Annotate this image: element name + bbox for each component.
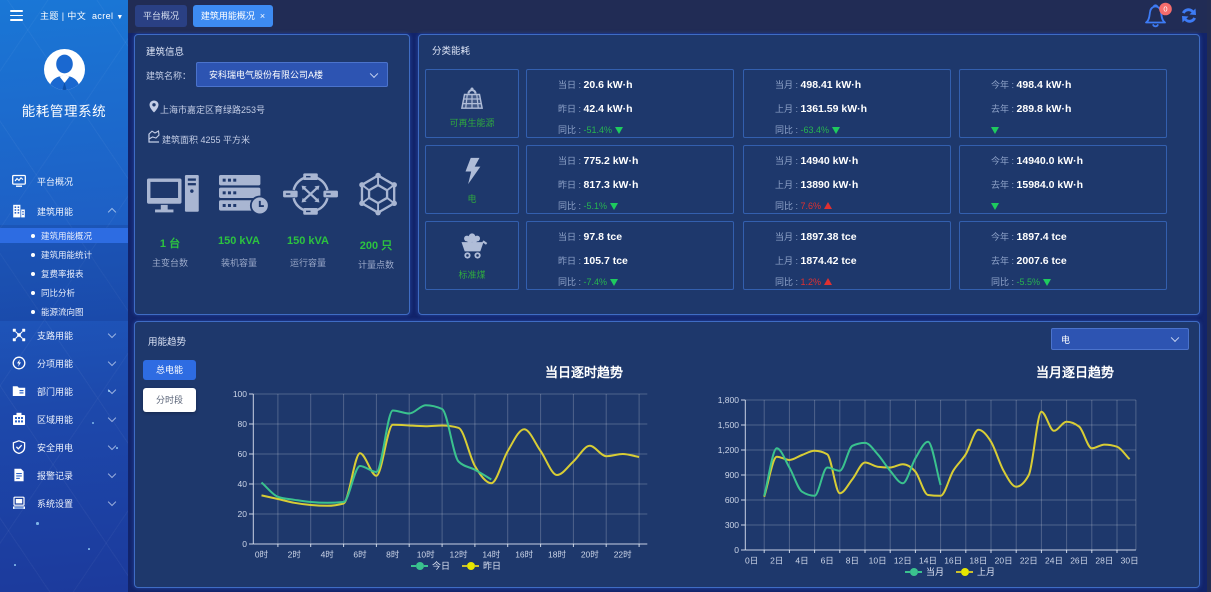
svg-text:1,500: 1,500	[718, 420, 740, 430]
svg-text:14时: 14时	[482, 550, 500, 560]
svg-text:12日: 12日	[894, 556, 912, 566]
svg-text:300: 300	[725, 520, 739, 530]
svg-text:8日: 8日	[846, 556, 859, 566]
svg-text:0时: 0时	[255, 550, 269, 560]
svg-text:0: 0	[734, 545, 739, 555]
svg-text:80: 80	[238, 419, 248, 429]
svg-text:28日: 28日	[1095, 556, 1113, 566]
svg-text:20: 20	[238, 509, 248, 519]
svg-text:0日: 0日	[745, 556, 758, 566]
svg-text:1,800: 1,800	[718, 395, 740, 405]
svg-text:20日: 20日	[995, 556, 1013, 566]
svg-text:10时: 10时	[417, 550, 435, 560]
svg-text:900: 900	[725, 470, 739, 480]
svg-text:24日: 24日	[1045, 556, 1063, 566]
svg-text:8时: 8时	[386, 550, 400, 560]
svg-text:0: 0	[1163, 5, 1167, 14]
svg-text:18时: 18时	[548, 550, 566, 560]
svg-text:16日: 16日	[944, 556, 962, 566]
svg-text:14日: 14日	[919, 556, 937, 566]
svg-text:4时: 4时	[321, 550, 335, 560]
svg-text:0: 0	[242, 539, 247, 549]
svg-text:30日: 30日	[1121, 556, 1139, 566]
svg-text:12时: 12时	[450, 550, 468, 560]
svg-text:18日: 18日	[969, 556, 987, 566]
svg-text:10日: 10日	[869, 556, 887, 566]
svg-text:40: 40	[238, 479, 248, 489]
svg-text:4日: 4日	[795, 556, 808, 566]
svg-text:22日: 22日	[1020, 556, 1038, 566]
svg-text:2时: 2时	[288, 550, 302, 560]
svg-text:6日: 6日	[821, 556, 834, 566]
svg-text:60: 60	[238, 449, 248, 459]
svg-text:100: 100	[233, 389, 247, 399]
svg-text:6时: 6时	[353, 550, 367, 560]
svg-text:16时: 16时	[515, 550, 533, 560]
svg-text:1,200: 1,200	[718, 445, 740, 455]
svg-text:20时: 20时	[581, 550, 599, 560]
svg-text:600: 600	[725, 495, 739, 505]
svg-text:22时: 22时	[614, 550, 632, 560]
svg-text:2日: 2日	[770, 556, 783, 566]
svg-text:26日: 26日	[1070, 556, 1088, 566]
